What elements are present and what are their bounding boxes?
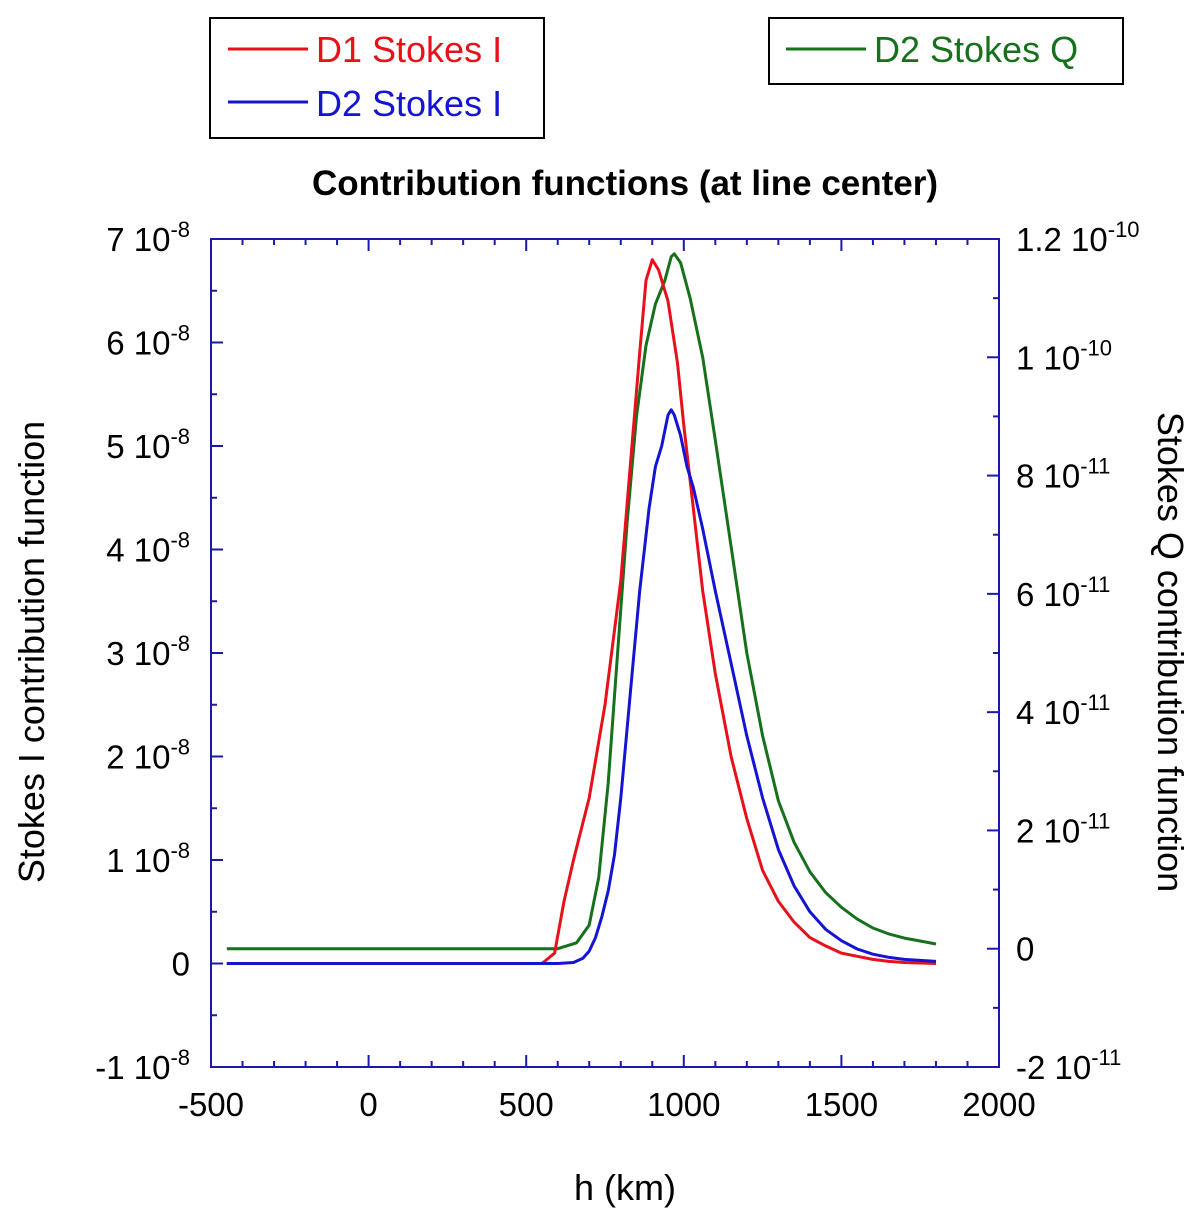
x-tick-label: 500 [499, 1086, 554, 1123]
y-left-tick-label: 1 10-8 [106, 838, 190, 879]
y-left-tick-label: 0 [172, 946, 190, 983]
series-line-d2-stokes-q [226, 252, 937, 951]
legend-label-d1-stokes-i: D1 Stokes I [316, 29, 502, 70]
x-tick-label: 2000 [962, 1086, 1035, 1123]
legend-left: D1 Stokes I D2 Stokes I [209, 17, 545, 139]
y-left-tick-label: 5 10-8 [106, 424, 190, 465]
y-left-tick-label: 7 10-8 [106, 217, 190, 258]
legend-label-d2-stokes-q: D2 Stokes Q [874, 29, 1078, 70]
y-right-tick-label: 1 10-10 [1016, 335, 1112, 376]
x-tick-label: 1000 [647, 1086, 720, 1123]
y-axis-left-label: Stokes I contribution function [11, 421, 52, 883]
legend-label-d2-stokes-i: D2 Stokes I [316, 83, 502, 124]
legend-right: D2 Stokes Q [768, 17, 1124, 85]
series-line-d1-stokes-i [226, 258, 937, 965]
y-right-tick-label: 6 10-11 [1016, 572, 1110, 613]
plot-frame [210, 238, 1000, 1068]
series-group [226, 252, 937, 965]
y-right-tick-label: 1.2 10-10 [1016, 217, 1140, 258]
chart-title: Contribution functions (at line center) [312, 164, 938, 203]
legend-right-frame [768, 17, 1124, 85]
y-left-tick-label: 6 10-8 [106, 321, 190, 362]
x-axis-label: h (km) [574, 1167, 676, 1208]
y-left-tick-label: -1 10-8 [95, 1045, 190, 1086]
y-left-tick-label: 2 10-8 [106, 735, 190, 776]
y-right-tick-label: 2 10-11 [1016, 808, 1110, 849]
x-tick-label: 0 [359, 1086, 377, 1123]
y-right-tick-label: 0 [1016, 931, 1034, 968]
y-left-tick-label: 3 10-8 [106, 631, 190, 672]
y-right-tick-label: 4 10-11 [1016, 690, 1110, 731]
y-right-tick-label: -2 10-11 [1016, 1045, 1121, 1086]
x-tick-label: -500 [178, 1086, 244, 1123]
axis-tick-labels: -500 0 500 1000 1500 2000 -1 10-8 0 1 10-8 2 10-8… [95, 217, 1139, 1123]
legend-left-frame [209, 17, 545, 139]
y-left-tick-label: 4 10-8 [106, 528, 190, 569]
axis-ticks [210, 238, 1000, 1068]
y-right-tick-label: 8 10-11 [1016, 454, 1110, 495]
x-tick-label: 1500 [805, 1086, 878, 1123]
y-axis-right-label: Stokes Q contribution function [1150, 412, 1191, 892]
series-line-d2-stokes-i [226, 408, 937, 965]
